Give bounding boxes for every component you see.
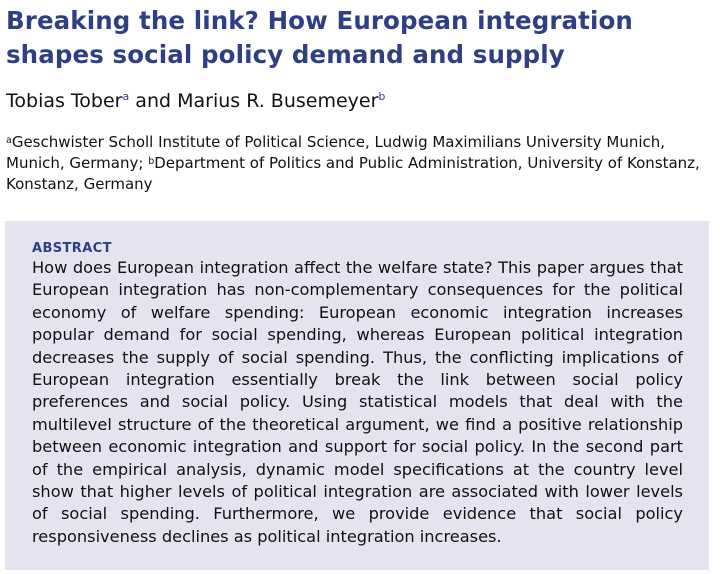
author-connector: and bbox=[135, 90, 172, 112]
affiliations: aGeschwister Scholl Institute of Politic… bbox=[6, 132, 712, 195]
affiliation-b: Department of Politics and Public Admini… bbox=[6, 154, 700, 193]
author-name-2: Marius R. Busemeyer bbox=[177, 90, 379, 112]
author-line: Tobias Tobera and Marius R. Busemeyerb bbox=[6, 88, 385, 114]
abstract-box: ABSTRACT How does European integration a… bbox=[5, 221, 709, 570]
affiliation-a-marker: a bbox=[6, 135, 12, 146]
author-1-affiliation-marker: a bbox=[122, 90, 130, 103]
abstract-heading: ABSTRACT bbox=[32, 241, 112, 256]
affiliation-b-marker: b bbox=[148, 156, 155, 167]
author-2-affiliation-marker: b bbox=[378, 90, 386, 103]
author-name-1: Tobias Tober bbox=[6, 90, 123, 112]
article-title: Breaking the link? How European integrat… bbox=[6, 6, 633, 69]
abstract-body: How does European integration affect the… bbox=[32, 258, 683, 546]
affiliation-a: Geschwister Scholl Institute of Politica… bbox=[6, 133, 666, 172]
